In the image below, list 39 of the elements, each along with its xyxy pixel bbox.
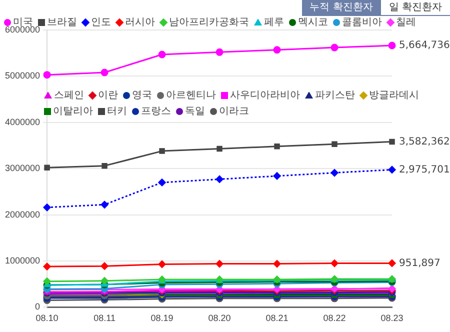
x-tick-label: 08.22: [323, 313, 346, 324]
y-tick-label: 4000000: [4, 116, 40, 127]
legend-label: 러시아: [125, 16, 155, 29]
legend-label: 인도: [91, 16, 111, 29]
legend-label: 스페인: [54, 89, 84, 102]
data-label: 3,582,362: [399, 136, 450, 148]
legend-label: 영국: [132, 89, 152, 102]
legend-label: 프랑스: [141, 105, 171, 118]
legend-label: 남아프리카공화국: [169, 16, 249, 29]
legend-label: 독일: [185, 105, 205, 118]
legend-label: 이라크: [219, 105, 249, 118]
text: 일 확진환자: [380, 0, 450, 16]
data-label: 5,664,736: [399, 40, 450, 52]
x-tick-label: 08.11: [94, 313, 116, 324]
legend-label: 사우디아라비아: [230, 89, 300, 102]
y-tick-label: 2000000: [4, 209, 40, 220]
legend-label: 이란: [98, 89, 118, 102]
legend-label: 이탈리아: [53, 105, 93, 118]
y-tick-label: 3000000: [4, 163, 40, 174]
legend-label: 칠레: [396, 16, 416, 29]
x-tick-label: 08.23: [380, 313, 404, 324]
data-label: 2,975,701: [399, 164, 450, 176]
legend-label: 파키스탄: [315, 89, 355, 102]
x-tick-label: 08.20: [208, 313, 231, 324]
legend-label: 콜롬비아: [342, 16, 382, 29]
legend-label: 터키: [107, 105, 127, 118]
legend-label: 아르헨티나: [166, 89, 216, 102]
legend-label: 멕시코: [298, 16, 328, 29]
legend-label: 브라질: [47, 16, 77, 29]
x-tick-label: 08.19: [150, 313, 174, 324]
y-tick-label: 5000000: [4, 70, 40, 81]
data-label: 951,897: [399, 258, 440, 269]
text: 누적 확진환자: [302, 0, 381, 16]
legend-label: 방글라데시: [369, 89, 419, 102]
y-tick-label: 1000000: [4, 255, 40, 266]
y-tick-label: 0: [35, 302, 40, 312]
x-tick-label: 08.21: [266, 313, 288, 324]
x-tick-label: 08.10: [36, 313, 58, 324]
legend-label: 페루: [264, 16, 284, 29]
